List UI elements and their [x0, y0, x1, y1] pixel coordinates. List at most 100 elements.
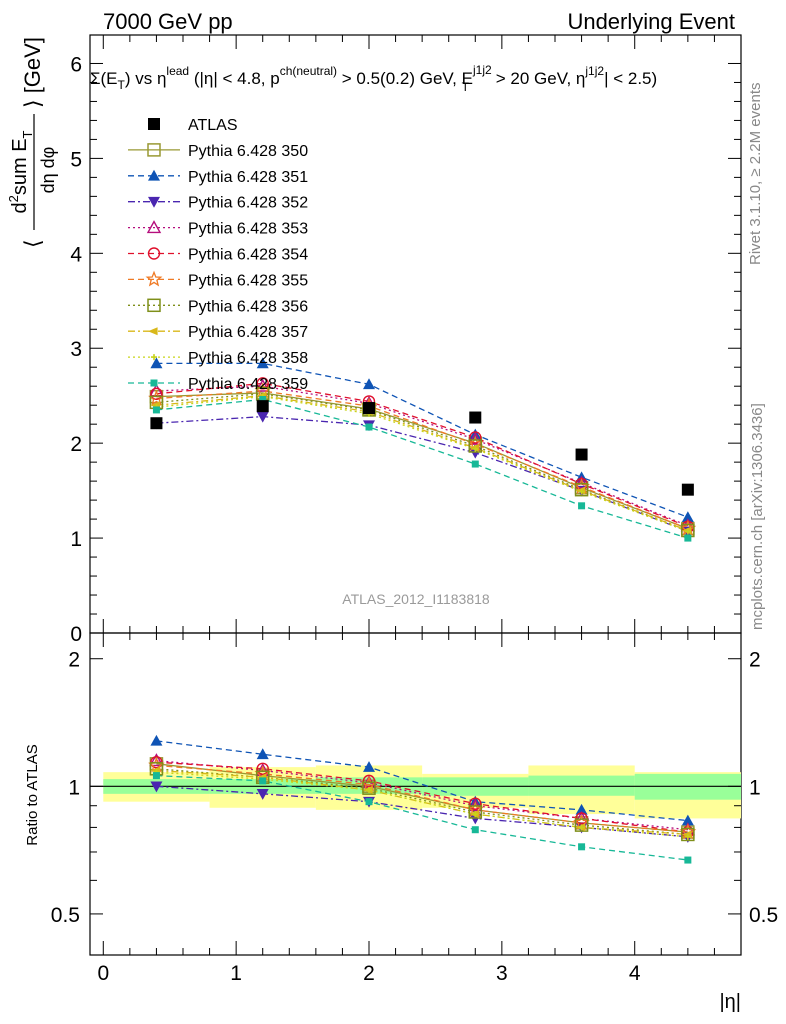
ratio-line-1	[156, 740, 688, 822]
ratio-point-9-3	[471, 826, 479, 834]
ratio-y-tick-label-right: 2	[749, 649, 761, 672]
main-y-tick-label: 1	[70, 528, 82, 551]
data-point-7-3	[468, 439, 483, 453]
header-right: Underlying Event	[567, 9, 735, 34]
ratio-y-tick-label-left: 2	[68, 649, 80, 672]
main-y-tick-label: 6	[70, 53, 82, 76]
ratio-panel: 0.5 0.5 1 1 2 2 0 1 2 3 4 Ratio to ATLAS |η|	[24, 632, 778, 1013]
series-line-9	[156, 395, 689, 533]
data-point-3-1	[256, 411, 269, 423]
atlas-point-1	[256, 400, 269, 413]
data-point-9-5	[684, 528, 691, 535]
data-point-2-5	[681, 511, 694, 522]
atlas-point-2	[363, 402, 375, 415]
main-series-markers	[148, 357, 697, 542]
legend-marker	[148, 169, 160, 181]
x-axis: 0 1 2 3 4	[97, 633, 742, 985]
rivet-label: Rivet 3.1.10, ≥ 2.2M events	[747, 83, 764, 266]
ratio-point-9-1	[259, 777, 267, 785]
legend-label: Pythia 6.428 359	[188, 376, 308, 393]
x-tick-label: 0	[97, 962, 109, 985]
band-inner	[528, 775, 635, 796]
ratio-point-6-3	[468, 805, 483, 819]
ratio-y-axis: 0.5 0.5 1 1 2 2	[51, 649, 778, 956]
data-point-10-3	[471, 460, 479, 468]
legend-label: Pythia 6.428 358	[188, 350, 308, 367]
main-y-label: ⟨ d2sum ET dη dφ ⟩ [GeV]	[6, 37, 58, 248]
ratio-point-1-1	[256, 748, 269, 760]
ratio-point-9-5	[684, 856, 692, 864]
ratio-y-label: Ratio to ATLAS	[24, 744, 41, 845]
series-line-2	[156, 362, 689, 518]
legend-marker	[146, 220, 162, 234]
legend-label: Pythia 6.428 352	[188, 195, 308, 212]
svg-text:⟨: ⟨	[20, 239, 45, 248]
legend-marker	[147, 247, 161, 260]
ratio-line-9	[156, 774, 688, 861]
data-point-10-5	[684, 534, 692, 542]
data-point-10-4	[578, 502, 586, 510]
data-point-4-4	[574, 475, 589, 489]
data-point-2-2	[363, 378, 375, 390]
x-tick-label: 4	[629, 962, 641, 985]
atlas-point-0	[150, 417, 163, 430]
ratio-point-2-1	[256, 789, 269, 800]
ratio-point-3-0	[149, 753, 164, 767]
data-point-7-4	[574, 482, 589, 497]
ratio-line-2	[156, 785, 688, 838]
data-point-9-4	[578, 488, 585, 495]
plot-title: Σ(ET) vs ηlead (|η| < 4.8, pch(neutral) …	[90, 63, 657, 94]
main-y-tick-label: 2	[70, 433, 82, 456]
legend-marker	[145, 270, 163, 287]
ratio-point-3-4	[574, 810, 589, 824]
main-series-lines	[156, 362, 689, 539]
legend-label: Pythia 6.428 354	[188, 247, 308, 264]
series-line-1	[156, 392, 689, 530]
main-y-tick-label: 0	[70, 623, 82, 646]
legend-marker	[148, 118, 160, 130]
ratio-series-markers	[148, 734, 697, 864]
main-y-axis: 0 1 2 3 4 5 6	[70, 35, 742, 646]
main-panel: 0 1 2 3 4 5 6 ATLAS_2012_I1183818 Σ(ET) vs ηle…	[6, 34, 742, 646]
main-y-tick-label: 5	[70, 148, 82, 171]
data-point-8-3	[469, 443, 479, 452]
legend-marker	[150, 379, 158, 387]
ratio-point-4-1	[256, 762, 269, 775]
series-line-4	[156, 385, 689, 527]
series-line-6	[156, 390, 689, 530]
legend-label: Pythia 6.428 353	[188, 221, 308, 238]
svg-text:⟩ [GeV]: ⟩ [GeV]	[20, 37, 45, 108]
legend-marker	[147, 143, 161, 157]
data-point-8-5	[681, 526, 692, 535]
ratio-point-3-3	[468, 798, 483, 812]
mcplots-label: mcplots.cern.ch [arXiv:1306.3436]	[749, 403, 766, 630]
data-point-8-4	[575, 486, 586, 495]
data-point-9-3	[472, 445, 479, 452]
series-line-7	[156, 393, 689, 532]
atlas-point-4	[575, 448, 588, 461]
ratio-y-tick-label-right: 0.5	[749, 904, 778, 927]
data-point-10-0	[152, 406, 160, 414]
series-line-10	[156, 398, 689, 539]
ratio-point-1-5	[681, 814, 694, 826]
ratio-point-9-4	[578, 843, 586, 851]
x-tick-label: 2	[363, 962, 375, 985]
legend-label: Pythia 6.428 350	[188, 143, 308, 160]
ratio-point-8-4	[578, 824, 585, 831]
legend-label: Pythia 6.428 351	[188, 169, 308, 186]
ratio-point-9-2	[365, 798, 373, 806]
ratio-uncertainty-band	[90, 765, 741, 819]
data-point-2-1	[256, 357, 269, 369]
series-line-8	[156, 395, 689, 532]
legend-marker	[147, 298, 161, 313]
data-point-10-2	[365, 423, 373, 431]
legend-label: ATLAS	[188, 117, 238, 134]
x-tick-label: 3	[496, 962, 508, 985]
ratio-series-lines	[156, 740, 688, 861]
ratio-point-8-2	[366, 787, 372, 794]
ratio-y-tick-label-left: 1	[68, 776, 80, 799]
ratio-point-1-4	[575, 803, 588, 815]
ratio-point-4-2	[362, 774, 376, 788]
legend: ATLAS Pythia 6.428 350 Pythia 6.428 351 Pyt…	[128, 117, 308, 393]
main-y-tick-label: 4	[70, 243, 82, 266]
